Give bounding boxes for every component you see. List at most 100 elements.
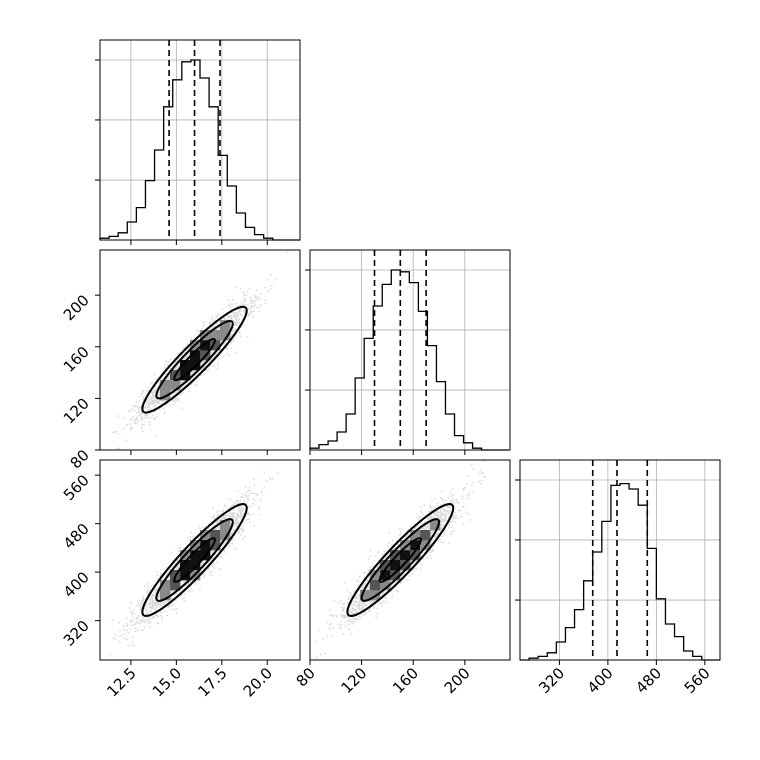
sample-point [239, 534, 242, 536]
sample-point [208, 572, 211, 575]
sample-point [239, 499, 242, 502]
sample-point [242, 538, 245, 540]
sample-point [175, 396, 178, 399]
sample-point [237, 530, 240, 532]
sample-point [166, 376, 169, 379]
sample-point [195, 329, 198, 332]
sample-point [230, 342, 232, 344]
sample-point [209, 320, 212, 323]
sample-point [131, 636, 134, 639]
sample-point [236, 522, 239, 525]
sample-point [241, 509, 244, 512]
sample-point [209, 319, 211, 321]
sample-point [152, 392, 154, 394]
sample-point [244, 293, 246, 296]
sample-point [129, 611, 132, 613]
sample-point [239, 308, 241, 311]
sample-point [233, 321, 236, 324]
sample-point [250, 310, 253, 313]
sample-point [154, 404, 157, 407]
sample-point [158, 402, 161, 405]
sample-point [230, 316, 232, 319]
sample-point [213, 563, 216, 566]
sample-point [202, 361, 204, 364]
sample-point [266, 278, 269, 281]
sample-point [210, 570, 212, 573]
sample-point [154, 604, 157, 606]
sample-point [237, 507, 240, 510]
sample-point [227, 314, 230, 317]
sample-point [175, 567, 178, 569]
density-cell [200, 340, 211, 351]
sample-point [216, 521, 218, 524]
sample-point [140, 412, 143, 415]
sample-point [161, 616, 164, 619]
sample-point [236, 316, 239, 318]
sample-point [232, 512, 234, 514]
sample-point [152, 400, 155, 403]
sample-point [151, 605, 153, 608]
sample-point [229, 512, 232, 515]
sample-point [191, 371, 194, 374]
sample-point [157, 603, 160, 606]
sample-point [148, 605, 151, 608]
sample-point [239, 505, 242, 508]
sample-point [160, 618, 163, 621]
sample-point [157, 602, 159, 605]
sample-point [252, 504, 255, 506]
sample-point [232, 512, 235, 515]
sample-point [157, 603, 160, 606]
sample-point [260, 292, 262, 295]
sample-point [253, 296, 256, 299]
sample-point [119, 635, 122, 638]
sample-point [153, 400, 156, 403]
sample-point [146, 408, 149, 411]
sample-point [230, 516, 233, 519]
sample-point [153, 417, 155, 420]
sample-point [145, 404, 147, 407]
sample-point [158, 391, 160, 394]
sample-point [218, 528, 221, 531]
sample-point [145, 414, 148, 417]
sample-point [200, 563, 203, 566]
sample-point [143, 420, 145, 423]
sample-point [149, 603, 151, 606]
sample-point [160, 572, 163, 575]
sample-point [268, 478, 271, 481]
sample-point [141, 629, 143, 631]
sample-point [235, 322, 237, 325]
sample-point [211, 516, 214, 519]
sample-point [148, 402, 151, 405]
sample-point [151, 394, 154, 397]
sample-point [168, 367, 171, 370]
sample-point [177, 397, 180, 400]
sample-point [148, 421, 151, 423]
sample-point [190, 337, 193, 340]
sample-point [186, 355, 189, 358]
sample-point [210, 364, 213, 367]
scatter-panel-2-1 [95, 249, 301, 455]
sample-point [146, 591, 149, 594]
sample-point [156, 603, 159, 606]
sample-point [151, 401, 154, 403]
sample-point [203, 321, 205, 324]
sample-point [236, 499, 239, 502]
sample-point [254, 300, 256, 302]
sample-point [211, 558, 214, 561]
sample-point [246, 336, 249, 339]
sample-point [161, 378, 163, 381]
sample-point [250, 304, 253, 307]
sample-point [169, 568, 171, 571]
sample-point [137, 410, 140, 413]
sample-point [237, 308, 240, 311]
sample-point [176, 568, 179, 570]
sample-point [176, 399, 179, 402]
sample-point [235, 302, 238, 304]
sample-point [145, 415, 148, 418]
sample-point [216, 314, 219, 317]
sample-point [253, 294, 256, 297]
sample-point [203, 365, 206, 368]
sample-point [223, 504, 226, 507]
sample-point [163, 412, 166, 414]
sample-point [188, 352, 191, 355]
